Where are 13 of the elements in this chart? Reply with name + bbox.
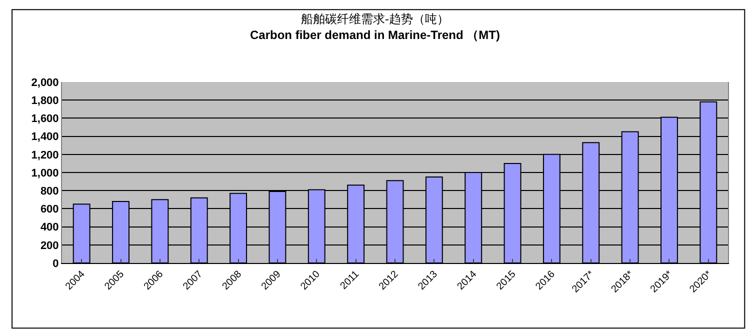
y-tick-label: 1,000 [31,167,59,180]
y-tick-label: 1,400 [31,131,59,144]
y-tick-label: 800 [40,185,59,198]
chart-title: 船舶碳纤维需求-趋势（吨） [301,12,449,26]
y-tick-label: 600 [40,204,59,216]
y-tick-label: 0 [52,258,59,270]
y-tick-label: 1,200 [31,149,59,162]
y-tick-label: 400 [40,222,59,234]
y-tick-label: 1,800 [31,94,59,107]
chart-subtitle: Carbon fiber demand in Marine-Trend （MT) [250,28,500,42]
y-tick-label: 2,000 [31,76,59,89]
y-tick-label: 200 [40,240,59,252]
y-tick-label: 1,600 [31,113,59,126]
